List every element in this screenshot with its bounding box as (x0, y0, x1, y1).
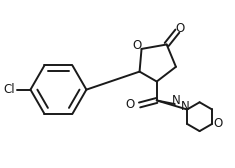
Text: O: O (176, 22, 185, 35)
Text: Cl: Cl (4, 83, 15, 96)
Text: N: N (172, 94, 181, 107)
Text: O: O (125, 98, 134, 112)
Text: N: N (181, 100, 190, 113)
Text: O: O (214, 117, 223, 130)
Text: O: O (132, 39, 142, 52)
